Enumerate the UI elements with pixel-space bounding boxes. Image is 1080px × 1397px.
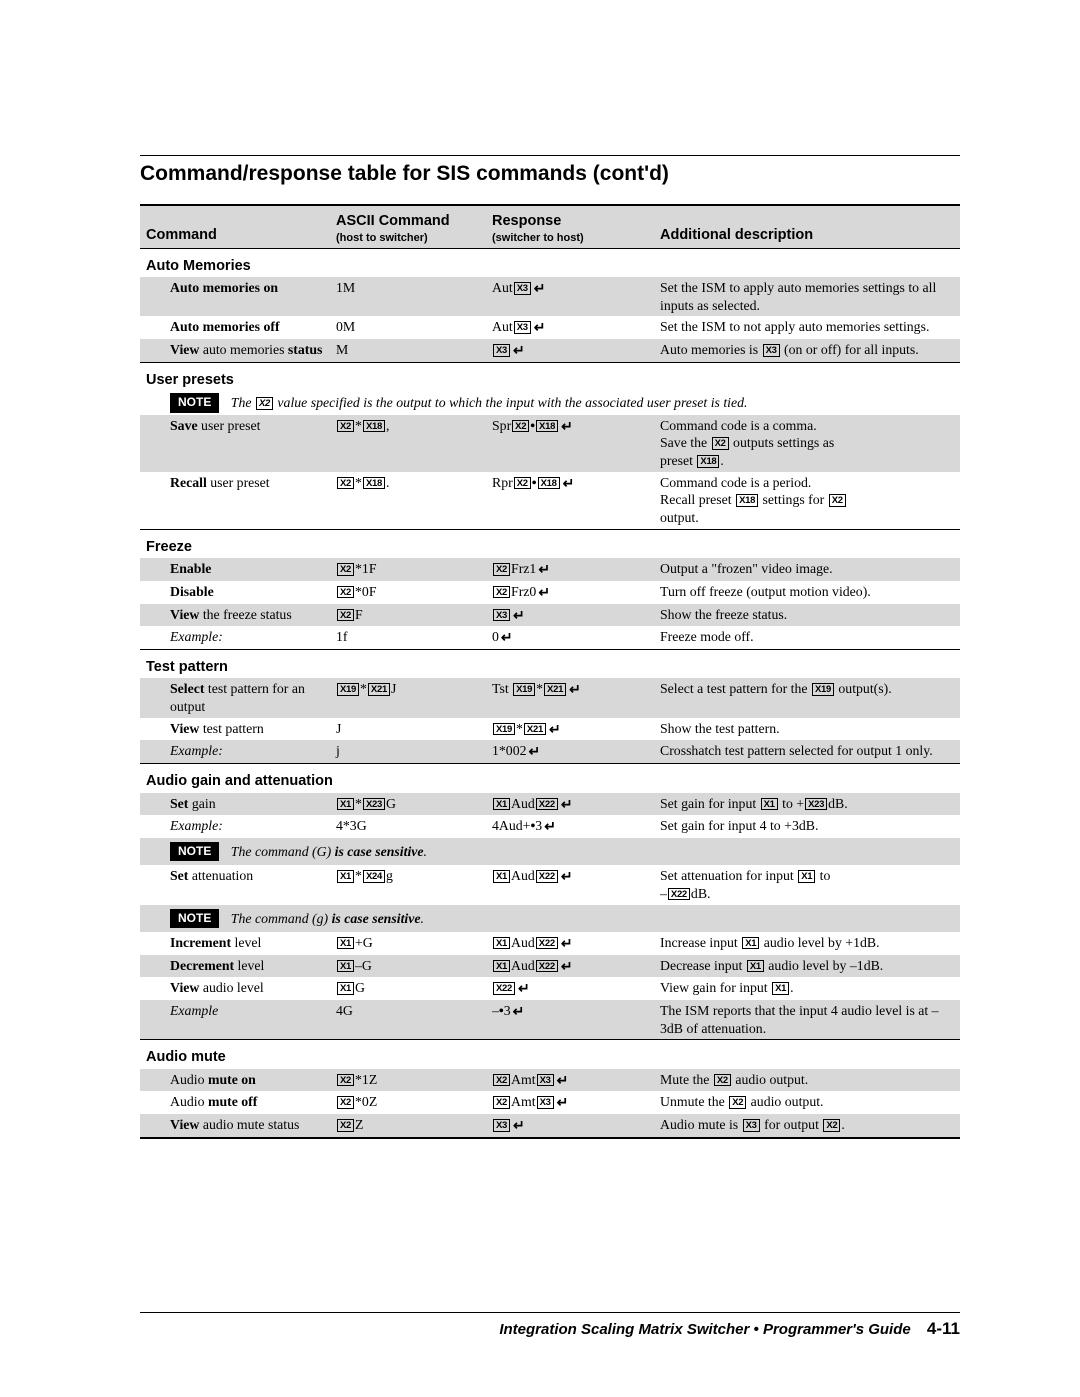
section-test-pattern: Test pattern (140, 649, 960, 678)
table-row: Set attenuation X1*X24g X1AudX22↵ Set at… (140, 865, 960, 904)
table-row: Auto memories off 0M AutX3↵ Set the ISM … (140, 316, 960, 339)
page-number: 4-11 (927, 1319, 960, 1338)
col-desc: Additional description (654, 205, 960, 248)
footer-rule (140, 1312, 960, 1313)
note-row: NOTE The command (g) is case sensitive. (140, 905, 960, 932)
table-row: Audio mute off X2*0Z X2AmtX3↵ Unmute the… (140, 1091, 960, 1114)
table-row: Disable X2*0F X2Frz0↵ Turn off freeze (o… (140, 581, 960, 604)
footer-title: Integration Scaling Matrix Switcher • Pr… (499, 1321, 910, 1338)
table-row: Example: 1f 0↵ Freeze mode off. (140, 626, 960, 649)
col-command: Command (140, 205, 330, 248)
note-badge: NOTE (170, 842, 219, 861)
section-auto-memories: Auto Memories (140, 248, 960, 277)
table-row: Example: j 1*002↵ Crosshatch test patter… (140, 740, 960, 763)
table-row: View auto memories status M X3↵ Auto mem… (140, 339, 960, 362)
table-row: Audio mute on X2*1Z X2AmtX3↵ Mute the X2… (140, 1069, 960, 1092)
col-ascii: ASCII Command(host to switcher) (330, 205, 486, 248)
table-row: View test pattern J X19*X21↵ Show the te… (140, 718, 960, 741)
table-row: Example 4G –•3↵ The ISM reports that the… (140, 1000, 960, 1040)
note-row: NOTE The command (G) is case sensitive. (140, 838, 960, 865)
table-row: Decrement level X1–G X1AudX22↵ Decrease … (140, 955, 960, 978)
table-row: View the freeze status X2F X3↵ Show the … (140, 604, 960, 627)
page: Command/response table for SIS commands … (0, 0, 1080, 1397)
table-row: View audio mute status X2Z X3↵ Audio mut… (140, 1114, 960, 1138)
note-badge: NOTE (170, 909, 219, 928)
section-audio-gain: Audio gain and attenuation (140, 763, 960, 792)
command-table: Command ASCII Command(host to switcher) … (140, 204, 960, 1139)
section-audio-mute: Audio mute (140, 1040, 960, 1069)
top-rule (140, 155, 960, 156)
table-row: Set gain X1*X23G X1AudX22↵ Set gain for … (140, 793, 960, 816)
page-title: Command/response table for SIS commands … (140, 162, 960, 186)
table-row: Save user preset X2*X18, SprX2•X18↵ Comm… (140, 415, 960, 472)
table-row: Auto memories on 1M AutX3↵ Set the ISM t… (140, 277, 960, 316)
table-row: Example: 4*3G 4Aud+•3↵ Set gain for inpu… (140, 815, 960, 838)
page-footer: Integration Scaling Matrix Switcher • Pr… (499, 1319, 960, 1339)
section-freeze: Freeze (140, 529, 960, 558)
table-row: Recall user preset X2*X18. RprX2•X18↵ Co… (140, 472, 960, 529)
table-header-row: Command ASCII Command(host to switcher) … (140, 205, 960, 248)
table-row: View audio level X1G X22↵ View gain for … (140, 977, 960, 1000)
table-row: Select test pattern for an output X19*X2… (140, 678, 960, 717)
table-row: Increment level X1+G X1AudX22↵ Increase … (140, 932, 960, 955)
section-user-presets: User presets (140, 362, 960, 391)
col-response: Response(switcher to host) (486, 205, 654, 248)
table-row: Enable X2*1F X2Frz1↵ Output a "frozen" v… (140, 558, 960, 581)
note-row: NOTE The X2 value specified is the outpu… (140, 391, 960, 414)
note-badge: NOTE (170, 393, 219, 412)
